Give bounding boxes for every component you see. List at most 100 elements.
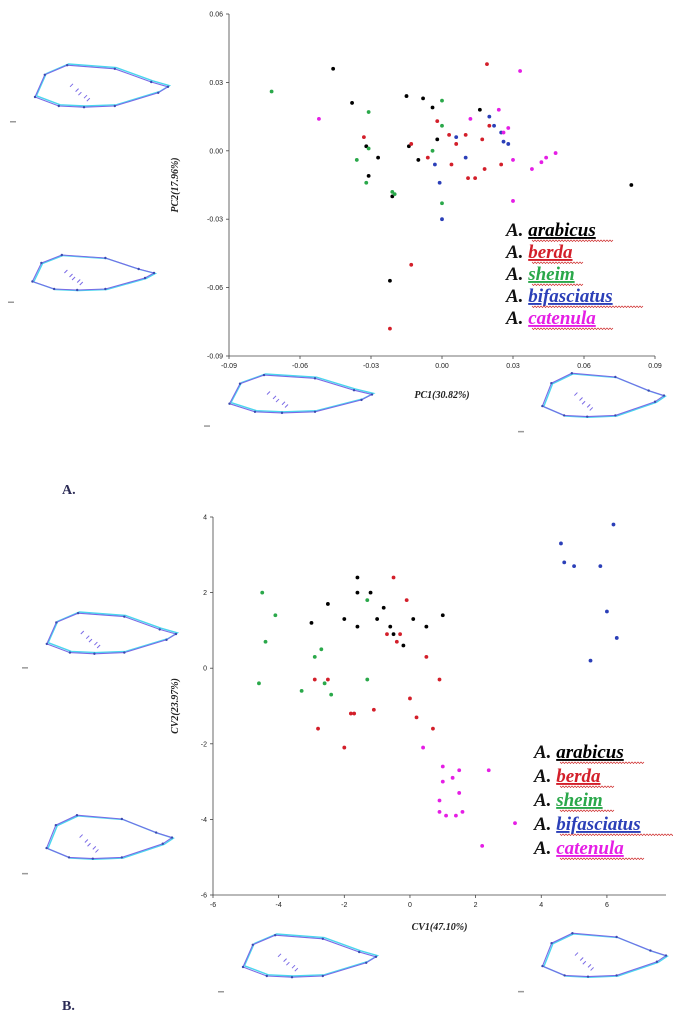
data-point	[435, 137, 440, 142]
landmark-point	[75, 814, 79, 817]
landmark-vector	[80, 630, 85, 635]
landmark-point	[57, 104, 60, 108]
data-point	[408, 696, 412, 701]
spellcheck-squiggle	[559, 833, 673, 836]
landmark-point	[91, 857, 95, 860]
data-point	[499, 162, 504, 167]
data-point	[433, 162, 437, 167]
data-point	[544, 155, 549, 160]
landmark-point	[93, 652, 96, 655]
data-point	[437, 798, 442, 803]
landmark-point	[313, 410, 317, 413]
landmark-vector	[291, 964, 296, 969]
landmark-point	[653, 400, 657, 403]
data-point	[425, 155, 430, 160]
landmark-vector	[582, 960, 587, 965]
data-point	[329, 692, 334, 697]
series-berda	[362, 62, 504, 331]
data-point	[309, 620, 314, 625]
landmark-point	[123, 651, 126, 654]
data-point	[391, 632, 396, 637]
landmark-point	[662, 394, 666, 397]
data-point	[480, 843, 485, 848]
series-sheim	[269, 89, 444, 206]
data-point	[390, 189, 395, 194]
shape-outline-cyan	[47, 611, 180, 654]
landmark-vector	[579, 957, 584, 961]
landmark-vector	[589, 407, 594, 411]
shape-outline-cyan	[243, 933, 380, 977]
data-point	[463, 155, 468, 160]
landmark-vector	[579, 397, 583, 401]
landmark-point	[52, 287, 56, 291]
data-point	[342, 617, 347, 621]
landmark-point	[241, 965, 245, 969]
landmark-vector	[587, 963, 592, 968]
landmark-outline-diagram	[218, 933, 380, 993]
y-tick-label: 0.00	[209, 148, 223, 155]
y-tick-label: 4	[203, 515, 207, 522]
scale-mark	[218, 991, 224, 993]
landmark-point	[104, 256, 107, 260]
landmark-point	[370, 393, 374, 396]
data-point	[454, 813, 458, 818]
spellcheck-squiggle	[531, 239, 614, 242]
data-point	[354, 158, 359, 162]
data-point	[539, 160, 544, 165]
landmark-point	[31, 280, 34, 283]
data-point	[440, 217, 444, 222]
data-point	[463, 132, 468, 137]
data-point	[562, 560, 567, 565]
data-point	[511, 158, 515, 162]
data-point	[588, 658, 593, 663]
landmark-point	[165, 638, 168, 642]
landmark-vector	[69, 83, 74, 88]
y-tick-label: -0.03	[207, 217, 223, 224]
data-point	[559, 541, 563, 546]
legend-entry-catenula: A. catenula	[533, 838, 624, 859]
data-point	[342, 745, 347, 750]
landmark-point	[120, 817, 124, 821]
data-point	[316, 726, 320, 731]
x-tick-label: -4	[276, 902, 282, 909]
landmark-point	[228, 402, 231, 405]
landmark-point	[615, 974, 618, 977]
landmark-point	[60, 253, 64, 257]
landmark-point	[123, 615, 126, 618]
landmark-point	[43, 73, 46, 77]
data-point	[392, 192, 397, 197]
landmark-vector	[266, 391, 271, 395]
landmark-point	[152, 271, 156, 275]
landmark-vector	[284, 404, 289, 408]
spellcheck-squiggle	[559, 857, 645, 860]
x-axis-title: CV1(47.10%)	[412, 922, 468, 933]
legend-entry-sheim: A. sheim	[505, 264, 575, 285]
data-point	[511, 199, 515, 203]
shape-outline-mean	[34, 64, 170, 108]
data-point	[364, 144, 369, 149]
data-point	[364, 180, 369, 185]
data-point	[473, 176, 478, 181]
data-point	[430, 105, 435, 110]
data-point	[388, 326, 392, 331]
y-axis-title: PC2(17.96%)	[170, 157, 181, 212]
landmark-vector	[96, 644, 101, 649]
y-tick-label: 0	[203, 666, 207, 673]
data-point	[482, 167, 487, 171]
data-point	[486, 768, 491, 773]
data-point	[501, 139, 506, 144]
landmark-point	[614, 375, 617, 379]
landmark-point	[550, 381, 553, 385]
data-point	[350, 101, 354, 105]
data-point	[355, 624, 360, 629]
landmark-point	[120, 856, 124, 859]
landmark-point	[161, 842, 164, 845]
landmark-point	[157, 91, 160, 95]
data-point	[614, 636, 619, 640]
legend-entry-catenula: A. catenula	[505, 308, 596, 329]
data-point	[362, 135, 366, 140]
landmark-point	[374, 955, 378, 958]
series-bifasciatus	[559, 522, 619, 663]
